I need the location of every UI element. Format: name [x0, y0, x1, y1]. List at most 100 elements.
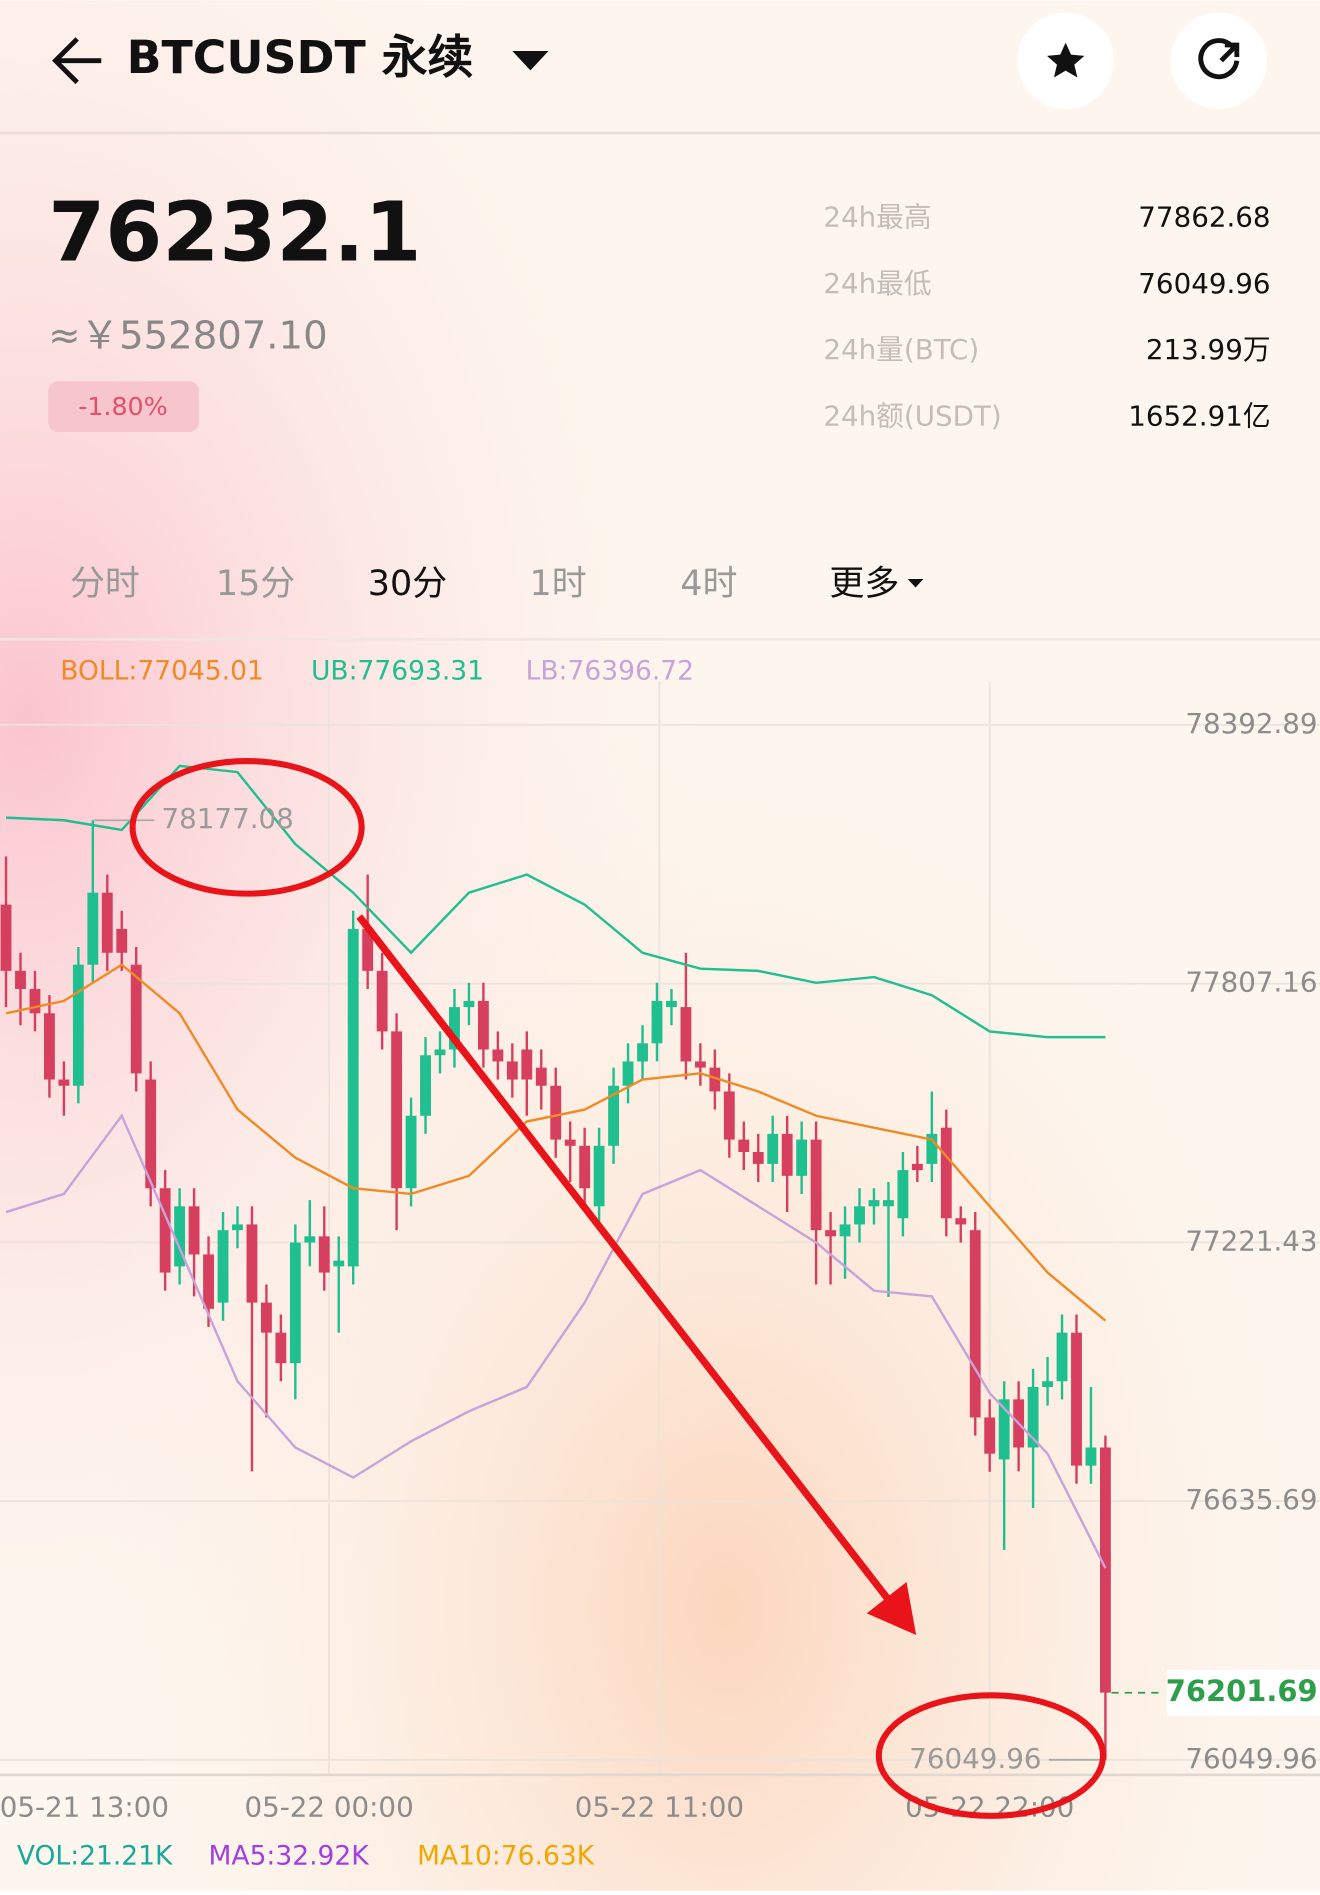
- candle-body: [998, 1399, 1010, 1460]
- candle-body: [854, 1206, 865, 1225]
- candle-body: [1056, 1332, 1068, 1382]
- candle-body: [362, 928, 374, 971]
- candle-body: [709, 1067, 721, 1092]
- candle-body: [420, 1055, 431, 1116]
- stat-value: 213.99万: [1146, 333, 1271, 366]
- candle-body: [463, 1000, 475, 1008]
- last-price: 76232.1: [48, 185, 421, 280]
- candle-body: [564, 1139, 576, 1146]
- candle-body: [651, 1000, 663, 1044]
- x-tick-label: 05-21 13:00: [0, 1791, 169, 1824]
- candle-body: [825, 1230, 836, 1237]
- refresh-icon: [1198, 38, 1240, 80]
- annotation-circle: [875, 1692, 1107, 1819]
- annotation-arrow: [356, 914, 893, 1604]
- candle-body: [839, 1224, 851, 1237]
- candle-body: [1100, 1447, 1111, 1693]
- candle-body: [449, 1007, 460, 1050]
- candle-body: [477, 1000, 489, 1050]
- candle-body: [232, 1224, 243, 1231]
- annotation-circle: [129, 758, 365, 897]
- candle-body: [955, 1218, 967, 1225]
- back-icon: [52, 37, 102, 85]
- y-tick-label: 77807.16: [1185, 966, 1317, 999]
- candle-body: [15, 970, 26, 989]
- interval-tab[interactable]: 1时: [530, 564, 587, 604]
- stat-value: 1652.91亿: [1128, 400, 1270, 433]
- dropdown-icon[interactable]: [512, 51, 549, 71]
- candle-body: [304, 1236, 316, 1243]
- stat-label: 24h最高: [823, 201, 931, 234]
- candle-body: [521, 1049, 533, 1080]
- candle-body: [1042, 1381, 1053, 1387]
- change-percent: -1.80%: [78, 392, 168, 421]
- candle-body: [333, 1260, 345, 1267]
- candle-body: [608, 1085, 620, 1146]
- x-tick-label: 05-22 00:00: [244, 1791, 413, 1824]
- candle-body: [260, 1302, 272, 1333]
- candle-body: [376, 970, 388, 1032]
- candle-body: [940, 1127, 952, 1219]
- star-icon: [1046, 42, 1085, 78]
- candle-body: [203, 1254, 214, 1309]
- more-arrow[interactable]: [907, 579, 924, 588]
- candle-body: [926, 1133, 938, 1164]
- stats: 24h最高 77862.68 24h最低 76049.96 24h量(BTC) 213.9…: [823, 201, 1270, 433]
- candle-body: [550, 1085, 562, 1140]
- candle-body: [506, 1061, 518, 1080]
- interval-tab[interactable]: 4时: [680, 564, 737, 604]
- interval-tab[interactable]: 更多: [829, 564, 899, 604]
- back-button[interactable]: [52, 37, 102, 85]
- candle-body: [984, 1417, 996, 1454]
- candle-body: [275, 1332, 287, 1364]
- candle-body: [781, 1133, 793, 1176]
- change-badge: [48, 381, 199, 432]
- volume-legend: MA10:76.63K: [417, 1840, 595, 1871]
- candle-body: [87, 892, 99, 965]
- candle-body: [29, 988, 41, 1014]
- candle-body: [174, 1206, 186, 1267]
- y-tick-label: 76049.96: [1185, 1742, 1317, 1775]
- interval-tab[interactable]: 30分: [368, 564, 447, 604]
- candle-body: [1027, 1386, 1039, 1448]
- annotation-arrowhead: [866, 1581, 917, 1636]
- y-tick-label: 78392.89: [1185, 707, 1317, 740]
- candle-body: [637, 1043, 648, 1062]
- candle-body: [391, 1031, 403, 1189]
- interval-tab[interactable]: 15分: [216, 564, 295, 604]
- candle-body: [579, 1145, 591, 1189]
- stat-label: 24h额(USDT): [823, 400, 1001, 433]
- candle-body: [767, 1133, 779, 1164]
- candle-body: [347, 928, 359, 1267]
- candle-body: [289, 1242, 301, 1364]
- candle-body: [723, 1091, 735, 1140]
- band-line: [5, 963, 1107, 1322]
- header-title[interactable]: BTCUSDT 永续: [127, 30, 474, 84]
- candle-body: [738, 1139, 750, 1152]
- candle-body: [130, 964, 142, 1074]
- candle-body: [897, 1170, 909, 1219]
- stat-value: 77862.68: [1138, 201, 1270, 234]
- band-line: [5, 1113, 1107, 1569]
- candle-body: [58, 1079, 70, 1086]
- candle-body: [1085, 1447, 1097, 1466]
- legend-entry: UB:77693.31: [311, 655, 484, 686]
- candle-body: [593, 1145, 605, 1207]
- interval-tab[interactable]: 分时: [70, 564, 140, 604]
- volume-legend: VOL:21.21K: [17, 1840, 173, 1871]
- high-marker-label: 78177.08: [162, 802, 294, 835]
- candle-body: [969, 1230, 981, 1418]
- interval-tabs: 分时 15分 30分 1时 4时 更多: [70, 564, 899, 604]
- candle-body: [434, 1049, 446, 1056]
- stat-label: 24h最低: [823, 267, 931, 300]
- candle-body: [666, 1000, 677, 1008]
- candle-body: [622, 1061, 634, 1086]
- candle-body: [883, 1200, 894, 1207]
- last-price-label: 76201.69: [1166, 1674, 1318, 1708]
- candle-body: [694, 1061, 706, 1068]
- share-button[interactable]: [1170, 12, 1267, 109]
- candle-body: [752, 1151, 764, 1164]
- chart: 78392.89 77807.16 77221.43 76635.69 76049.96…: [0, 655, 1320, 1871]
- last-price-box: [1166, 1669, 1320, 1716]
